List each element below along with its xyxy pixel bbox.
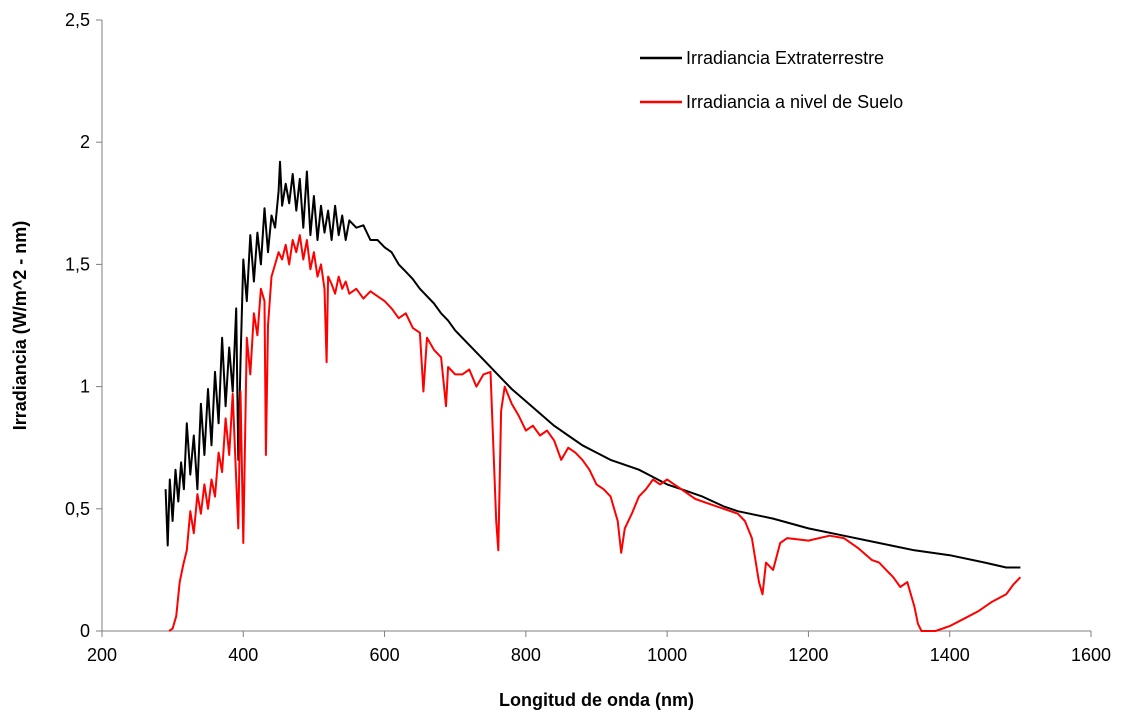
series-layer bbox=[164, 160, 1022, 632]
y-tick-label: 1 bbox=[80, 377, 90, 397]
x-tick-label: 200 bbox=[87, 645, 117, 665]
y-axis-ticks: 0 0,5 1 1,5 2 2,5 bbox=[65, 10, 102, 641]
x-tick-label: 1600 bbox=[1071, 645, 1111, 665]
x-axis-ticks: 200 400 600 800 1000 1200 1400 1600 bbox=[87, 631, 1111, 665]
y-tick-label: 2,5 bbox=[65, 10, 90, 30]
y-tick-label: 0 bbox=[80, 621, 90, 641]
series-line-extraterrestre bbox=[164, 160, 1021, 569]
x-axis-title: Longitud de onda (nm) bbox=[499, 690, 694, 710]
x-tick-label: 800 bbox=[511, 645, 541, 665]
x-tick-label: 400 bbox=[228, 645, 258, 665]
x-tick-label: 600 bbox=[370, 645, 400, 665]
x-tick-label: 1400 bbox=[930, 645, 970, 665]
y-tick-label: 1,5 bbox=[65, 254, 90, 274]
y-tick-label: 0,5 bbox=[65, 499, 90, 519]
legend-label-suelo: Irradiancia a nivel de Suelo bbox=[686, 92, 903, 112]
plot-area: 200 400 600 800 1000 1200 1400 1600 0 0,5 1 1,5 2 2,… bbox=[65, 10, 1111, 665]
x-tick-label: 1200 bbox=[788, 645, 828, 665]
series-line-suelo bbox=[168, 234, 1022, 632]
x-tick-label: 1000 bbox=[647, 645, 687, 665]
y-axis-title: Irradiancia (W/m^2 - nm) bbox=[10, 221, 30, 431]
y-tick-label: 2 bbox=[80, 132, 90, 152]
legend-label-extraterrestre: Irradiancia Extraterrestre bbox=[686, 48, 884, 68]
legend: Irradiancia Extraterrestre Irradiancia a… bbox=[640, 48, 903, 112]
